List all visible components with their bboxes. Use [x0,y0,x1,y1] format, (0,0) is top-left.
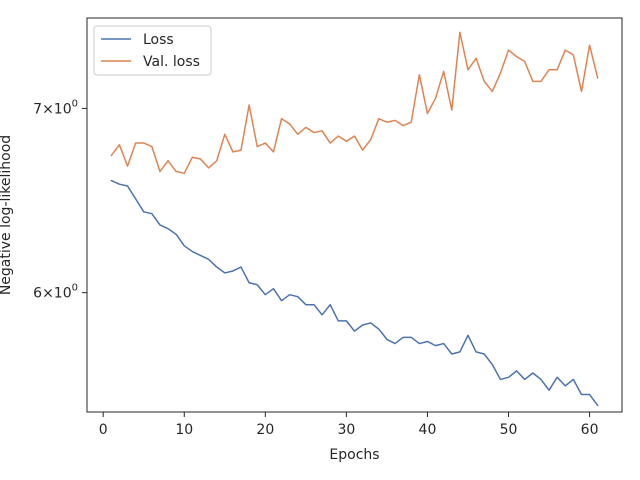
plot-lines [110,31,599,407]
y-tick-label: 6×100 [33,283,78,302]
y-tick-label: 7×100 [33,98,78,117]
y-axis-label: Negative log-likelihood [0,135,14,295]
x-tick-label: 60 [581,422,599,438]
x-tick-label: 20 [256,422,274,438]
y-axis-ticks: 6×100 7×100 [33,98,87,302]
legend-label-val-loss: Val. loss [143,54,200,70]
x-axis-ticks: 0 10 20 30 40 50 60 [99,412,599,438]
axes-frame [86,17,623,413]
x-axis-label: Epochs [329,447,379,463]
x-tick-label: 40 [419,422,437,438]
legend: Loss Val. loss [93,25,212,76]
x-tick-label: 50 [500,422,518,438]
series-line-val-loss [110,31,599,175]
legend-label-loss: Loss [143,32,174,48]
x-tick-label: 0 [99,422,108,438]
series-line-loss [110,179,599,407]
x-tick-label: 30 [337,422,355,438]
x-tick-label: 10 [175,422,193,438]
